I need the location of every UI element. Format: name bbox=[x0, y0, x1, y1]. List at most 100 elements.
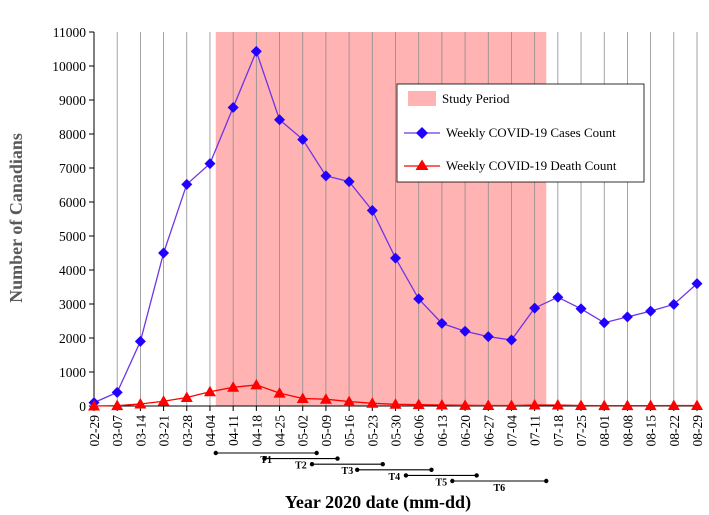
x-tick-label: 05-02 bbox=[296, 415, 311, 447]
period-start-t6 bbox=[450, 478, 455, 484]
y-tick-label: 1000 bbox=[59, 365, 86, 380]
x-tick-label: 08-22 bbox=[667, 415, 682, 447]
legend-marker-cases bbox=[416, 127, 428, 139]
x-tick-label: 04-25 bbox=[273, 415, 288, 447]
data-point-deaths bbox=[435, 398, 448, 410]
data-point-cases bbox=[250, 45, 262, 57]
data-point-cases bbox=[343, 176, 355, 188]
x-tick-label: 07-11 bbox=[528, 415, 543, 446]
y-tick-label: 5000 bbox=[59, 229, 86, 244]
data-point-deaths bbox=[366, 397, 379, 408]
data-point-deaths bbox=[88, 400, 100, 411]
x-tick-label: 05-16 bbox=[342, 415, 357, 447]
y-tick-label: 10000 bbox=[52, 59, 86, 74]
data-point-cases bbox=[390, 252, 401, 264]
data-point-cases bbox=[181, 178, 193, 190]
period-label-t6: T6 bbox=[493, 483, 505, 494]
x-tick-label: 02-29 bbox=[87, 415, 102, 447]
y-axis-title: Number of Canadians bbox=[6, 133, 26, 303]
period-label-t3: T3 bbox=[342, 466, 354, 477]
data-point-cases bbox=[413, 293, 425, 305]
legend-label-deaths: Weekly COVID-19 Death Count bbox=[446, 158, 617, 173]
period-start-t4 bbox=[355, 467, 360, 472]
data-point-cases bbox=[482, 331, 494, 343]
data-point-deaths bbox=[482, 399, 495, 410]
x-tick-label: 03-07 bbox=[110, 415, 125, 447]
legend-label-cases: Weekly COVID-19 Cases Count bbox=[446, 125, 616, 140]
data-point-cases bbox=[134, 335, 146, 347]
data-point-deaths bbox=[505, 399, 518, 410]
y-tick-label: 4000 bbox=[59, 263, 86, 278]
data-point-cases bbox=[691, 278, 703, 290]
x-tick-label: 08-29 bbox=[690, 415, 705, 447]
data-point-deaths bbox=[227, 381, 240, 392]
data-point-cases bbox=[274, 114, 286, 126]
x-tick-label: 03-21 bbox=[157, 415, 172, 447]
y-tick-label: 8000 bbox=[59, 127, 86, 142]
x-tick-label: 05-09 bbox=[319, 415, 334, 447]
period-label-t1: T1 bbox=[260, 455, 272, 466]
data-point-deaths bbox=[389, 398, 402, 409]
x-tick-label: 05-23 bbox=[365, 415, 380, 447]
data-point-cases bbox=[204, 158, 216, 170]
data-point-deaths bbox=[343, 395, 356, 407]
data-point-deaths bbox=[203, 385, 216, 397]
x-tick-label: 08-08 bbox=[620, 415, 635, 447]
data-point-deaths bbox=[111, 399, 124, 411]
data-point-cases bbox=[436, 317, 448, 329]
data-point-deaths bbox=[575, 399, 588, 410]
data-point-deaths bbox=[273, 387, 286, 398]
data-point-cases bbox=[621, 311, 633, 323]
y-tick-label: 6000 bbox=[59, 195, 86, 210]
period-end-t4 bbox=[429, 467, 434, 472]
period-start-t2 bbox=[262, 456, 267, 461]
x-tick-label: 06-27 bbox=[481, 415, 496, 447]
x-tick-label: 03-28 bbox=[180, 415, 195, 447]
data-point-cases bbox=[598, 317, 610, 329]
data-point-deaths bbox=[250, 378, 263, 390]
data-point-cases bbox=[645, 305, 657, 317]
x-tick-label: 07-04 bbox=[504, 415, 519, 447]
period-end-t2 bbox=[335, 456, 340, 461]
x-tick-label: 04-18 bbox=[249, 415, 264, 447]
data-point-cases bbox=[668, 298, 680, 310]
data-point-deaths bbox=[180, 391, 193, 402]
x-tick-label: 03-14 bbox=[133, 415, 148, 447]
data-point-deaths bbox=[667, 399, 680, 410]
x-axis-title: Year 2020 date (mm-dd) bbox=[285, 492, 471, 513]
data-point-cases bbox=[459, 325, 471, 337]
x-tick-label: 04-04 bbox=[203, 415, 218, 447]
y-tick-label: 7000 bbox=[59, 161, 86, 176]
data-point-deaths bbox=[621, 399, 634, 411]
data-point-cases bbox=[320, 170, 332, 182]
data-point-cases bbox=[297, 133, 309, 145]
y-tick-label: 2000 bbox=[59, 331, 86, 346]
period-start-t3 bbox=[309, 462, 315, 467]
period-label-t4: T4 bbox=[389, 472, 401, 483]
x-tick-label: 06-20 bbox=[458, 415, 473, 447]
data-point-cases bbox=[366, 205, 378, 216]
data-point-deaths bbox=[296, 392, 309, 404]
y-tick-label: 0 bbox=[79, 399, 86, 414]
period-label-t2: T2 bbox=[295, 461, 307, 472]
period-start-t1 bbox=[213, 450, 218, 456]
data-point-deaths bbox=[134, 397, 147, 409]
legend-label-study-period: Study Period bbox=[442, 91, 510, 106]
data-point-cases bbox=[227, 101, 239, 113]
x-tick-label: 05-30 bbox=[389, 415, 404, 447]
period-label-t5: T5 bbox=[435, 477, 447, 488]
x-tick-label: 08-01 bbox=[597, 415, 612, 447]
data-point-cases bbox=[529, 302, 541, 314]
legend-swatch-study-period bbox=[408, 91, 436, 106]
legend: Study Period Weekly COVID-19 Cases Count… bbox=[396, 83, 645, 183]
x-tick-label: 06-06 bbox=[412, 415, 427, 447]
data-point-deaths bbox=[598, 399, 611, 411]
data-point-cases bbox=[111, 386, 123, 398]
y-tick-label: 11000 bbox=[53, 25, 86, 40]
x-tick-label: 07-18 bbox=[551, 415, 566, 447]
data-point-deaths bbox=[157, 395, 170, 406]
data-point-deaths bbox=[412, 398, 425, 410]
y-tick-label: 3000 bbox=[59, 297, 86, 312]
period-end-t6 bbox=[544, 478, 549, 484]
